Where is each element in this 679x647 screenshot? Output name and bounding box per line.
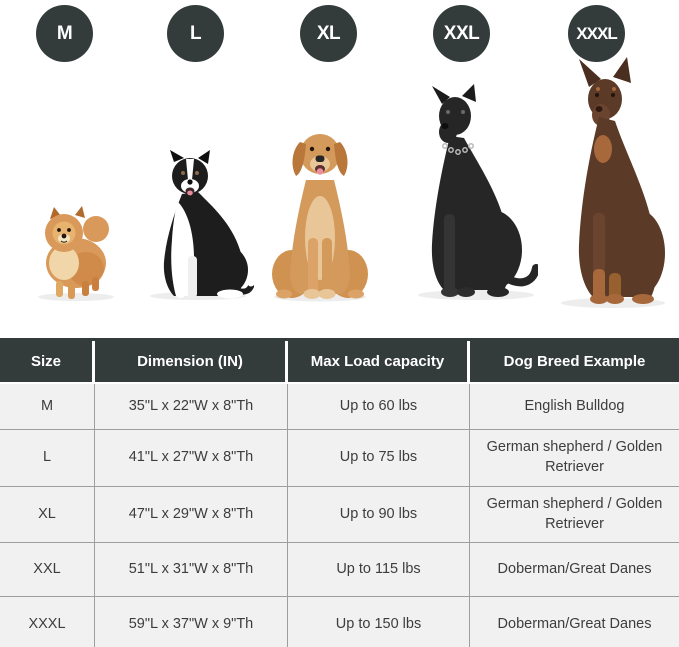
cell-load: Up to 90 lbs [288,487,470,542]
size-badge-label: XL [316,22,341,44]
size-table: Size Dimension (IN) Max Load capacity Do… [0,338,679,647]
size-badge-m: M [36,5,93,62]
size-badge-xxl: XXL [433,5,490,62]
size-badge-xl: XL [300,5,357,62]
size-badge-label: M [56,22,73,44]
cell-size: XXL [0,543,95,596]
cell-dimension: 41"L x 27"W x 8"Th [95,430,288,486]
cell-size: M [0,384,95,429]
table-row: XXXL 59"L x 37"W x 9"Th Up to 150 lbs Do… [0,596,679,647]
cell-dimension: 47"L x 29"W x 8"Th [95,487,288,542]
header-cell-size: Size [0,341,95,382]
cell-size: XXXL [0,597,95,647]
cell-breed: German shepherd / Golden Retriever [486,439,663,475]
cell-load: Up to 150 lbs [288,597,470,647]
cell-size: XL [0,487,95,542]
cell-dimension: 35"L x 22"W x 8"Th [95,384,288,429]
border-collie-image [150,150,254,300]
size-badge-label: XXL [443,22,480,44]
header-cell-dimension: Dimension (IN) [95,341,288,382]
header-cell-breed: Dog Breed Example [470,341,679,382]
table-row: XXL 51"L x 31"W x 8"Th Up to 115 lbs Dob… [0,542,679,596]
table-row: L 41"L x 27"W x 8"Th Up to 75 lbs German… [0,429,679,486]
pomeranian-image [38,206,114,301]
cell-breed: English Bulldog [524,397,625,414]
cell-size: L [0,430,95,486]
size-badge-xxxl: XXXL [568,5,625,62]
size-badge-l: L [167,5,224,62]
cell-load: Up to 115 lbs [288,543,470,596]
great-dane-image [418,84,538,300]
table-row: M 35"L x 22"W x 8"Th Up to 60 lbs Englis… [0,384,679,429]
cell-breed: Doberman/Great Danes [497,615,652,632]
header-cell-max-load: Max Load capacity [288,341,470,382]
cell-dimension: 51"L x 31"W x 8"Th [95,543,288,596]
size-table-body: M 35"L x 22"W x 8"Th Up to 60 lbs Englis… [0,384,679,647]
cell-load: Up to 60 lbs [288,384,470,429]
cell-breed: German shepherd / Golden Retriever [486,495,663,532]
size-table-header: Size Dimension (IN) Max Load capacity Do… [0,338,679,382]
cell-dimension: 59"L x 37"W x 9"Th [95,597,288,647]
golden-retriever-image [272,134,368,302]
chain-collar [442,143,474,155]
size-badge-label: XXXL [576,23,617,43]
table-row: XL 47"L x 29"W x 8"Th Up to 90 lbs Germa… [0,486,679,542]
cell-breed: Doberman/Great Danes [497,560,652,577]
size-badge-label: L [189,22,202,44]
cell-load: Up to 75 lbs [288,430,470,486]
doberman-image [561,57,665,308]
